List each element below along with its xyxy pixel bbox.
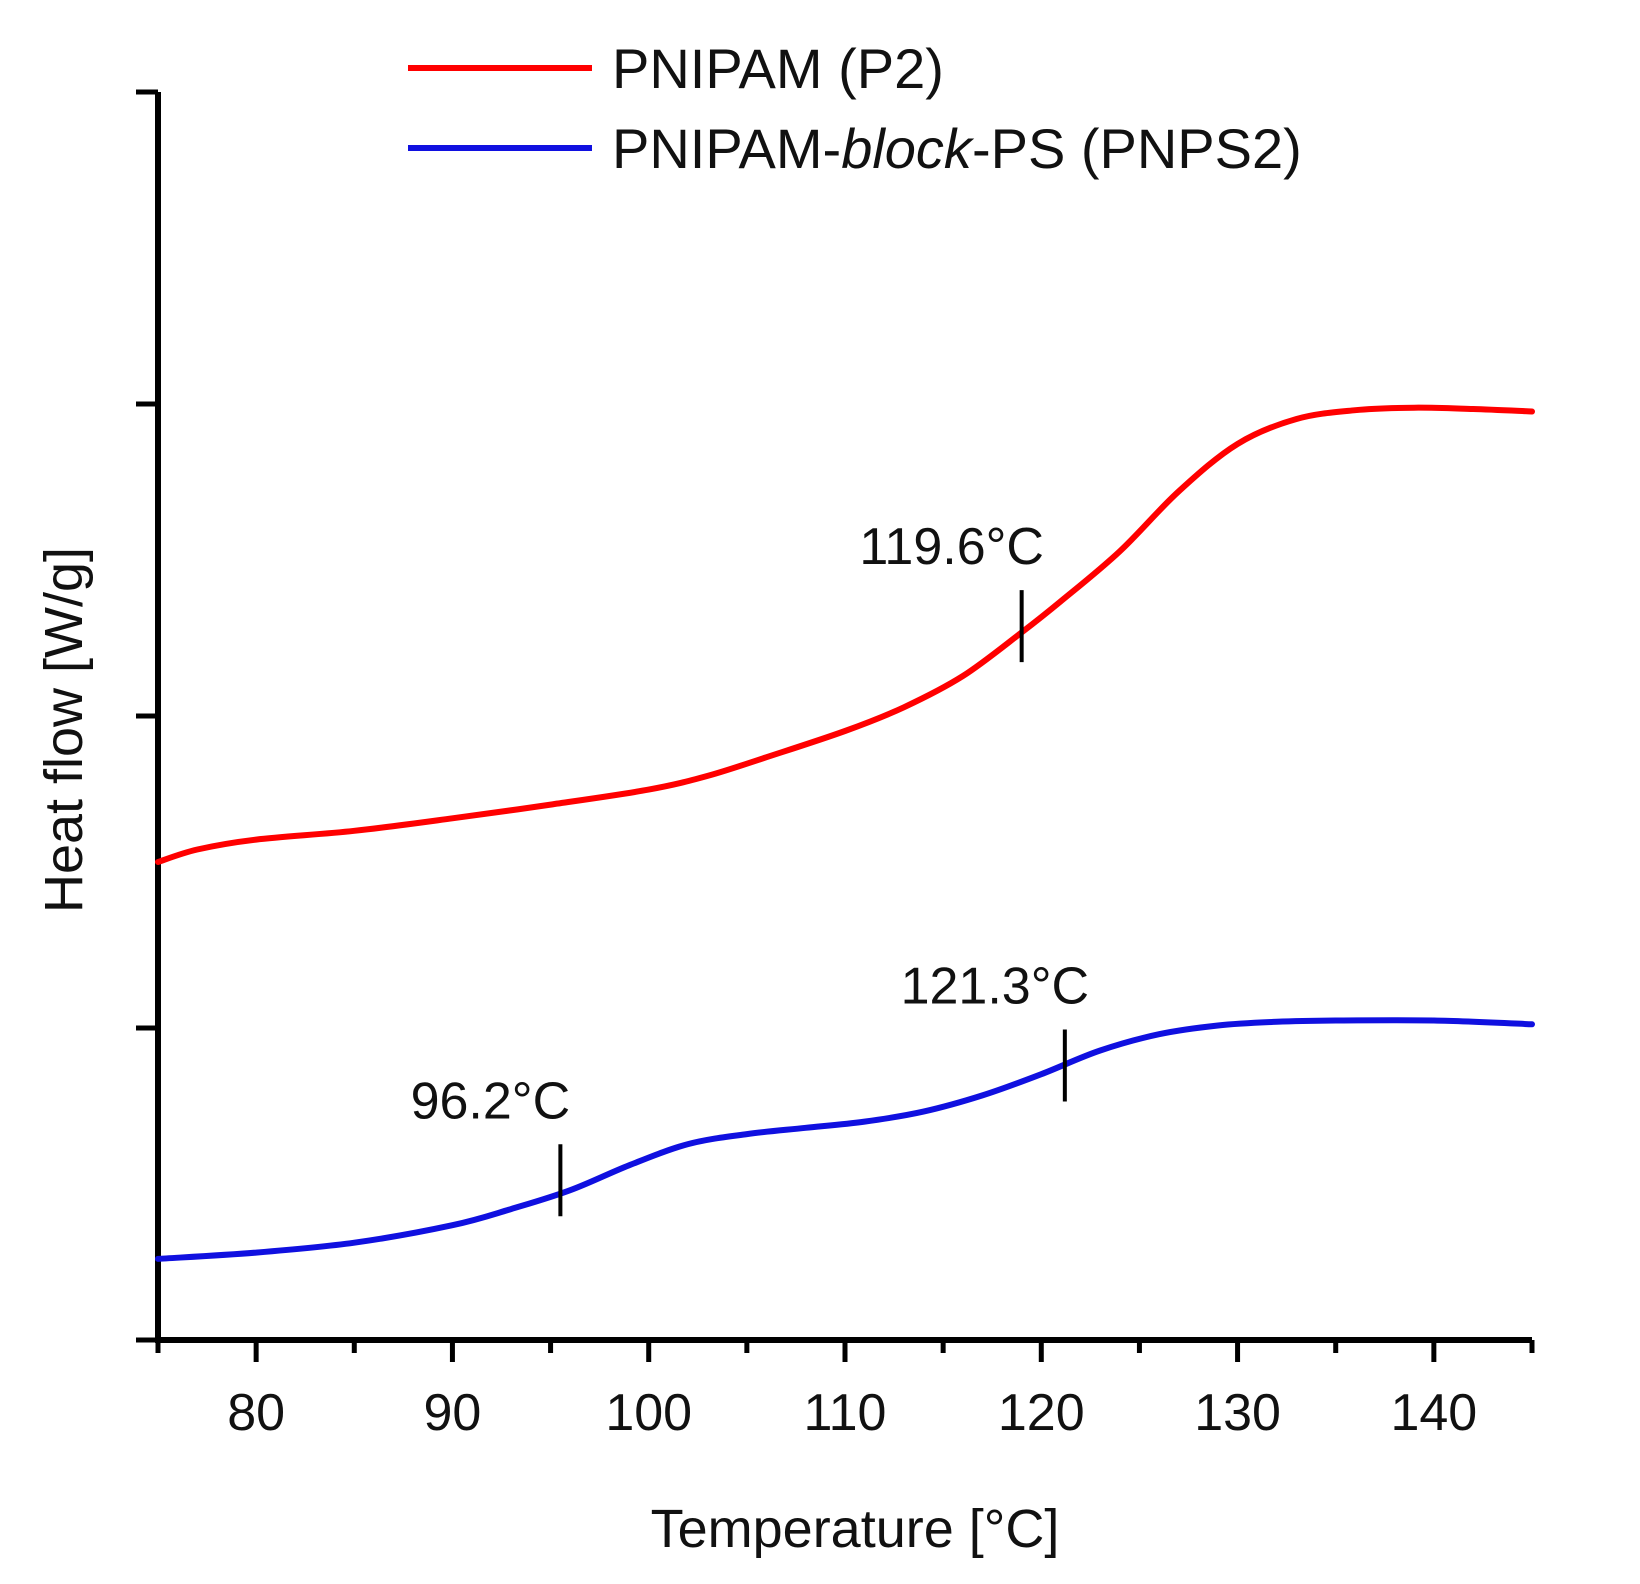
x-tick-label: 100 (605, 1384, 692, 1442)
legend-label-part: PNIPAM- (612, 117, 841, 180)
legend-label-1: PNIPAM-block-PS (PNPS2) (612, 117, 1302, 180)
y-axis-title: Heat flow [W/g] (34, 547, 94, 913)
x-tick-label: 120 (998, 1384, 1085, 1442)
annotation-layer: 119.6°C 121.3°C 96.2°C (411, 518, 1089, 1217)
x-axis-title: Temperature [°C] (651, 1499, 1060, 1559)
annotation-label: 119.6°C (859, 518, 1044, 576)
legend: PNIPAM (P2) PNIPAM-block-PS (PNPS2) (408, 37, 1302, 180)
x-tick-label: 110 (804, 1384, 887, 1442)
x-tick-label: 80 (227, 1384, 285, 1442)
legend-label-0: PNIPAM (P2) (612, 37, 944, 100)
legend-label-part: block (841, 117, 975, 180)
x-tick-label: 140 (1390, 1384, 1477, 1442)
x-tick-label: 90 (424, 1384, 482, 1442)
annotation-label: 96.2°C (411, 1072, 571, 1130)
series-line-0 (155, 404, 1535, 865)
series-line-1 (155, 1017, 1535, 1262)
axes: 80 90 100 110 120 130 140 Temperature [°C] Heat … (34, 89, 1535, 1559)
legend-label-part: -PS (PNPS2) (972, 117, 1302, 180)
series-layer (155, 404, 1535, 1262)
x-tick-label: 130 (1194, 1384, 1281, 1442)
legend-label-part: PNIPAM (P2) (612, 37, 944, 100)
annotation-label: 121.3°C (901, 957, 1089, 1015)
